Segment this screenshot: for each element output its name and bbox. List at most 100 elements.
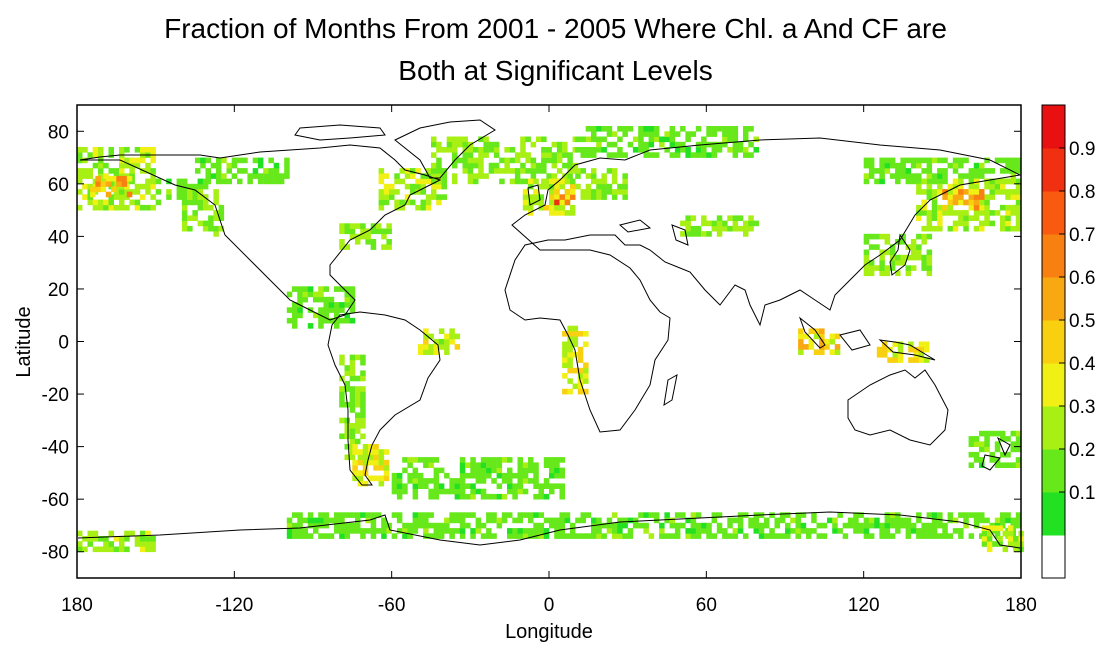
heatmap-cell [467, 157, 474, 164]
heatmap-cell [318, 296, 324, 303]
heatmap-cell [554, 483, 560, 489]
colorbar-segment [1042, 148, 1065, 192]
heatmap-cell [884, 270, 891, 277]
heatmap-cell [583, 373, 589, 379]
heatmap-cell [197, 199, 204, 206]
heatmap-cell [926, 512, 933, 518]
heatmap-cell [530, 157, 537, 164]
heatmap-cell [150, 536, 156, 542]
y-tick-label: -80 [42, 543, 69, 564]
heatmap-cell [436, 162, 442, 169]
heatmap-cell [528, 178, 534, 185]
heatmap-cell [349, 375, 356, 382]
heatmap-cell [339, 244, 345, 250]
heatmap-cell [423, 528, 429, 534]
heatmap-cell [90, 186, 96, 193]
heatmap-cell [900, 254, 906, 261]
heatmap-cell [231, 162, 238, 169]
heatmap-cell [926, 215, 933, 221]
heatmap-cell [216, 178, 222, 185]
heatmap-cell [627, 126, 634, 132]
heatmap-cell [292, 286, 298, 292]
heatmap-cell [520, 152, 526, 158]
heatmap-cell [522, 478, 529, 484]
heatmap-cell [129, 199, 135, 206]
heatmap-cell [1000, 183, 1006, 190]
heatmap-cell [100, 181, 107, 187]
heatmap-cell [979, 210, 985, 216]
heatmap-cell [884, 522, 891, 529]
heatmap-cell [145, 178, 151, 185]
heatmap-cell [727, 215, 733, 221]
heatmap-cell [221, 178, 227, 185]
heatmap-cell [344, 286, 350, 292]
heatmap-cell [798, 344, 804, 350]
coastline-greenland [394, 119, 496, 179]
heatmap-cell [737, 522, 744, 529]
heatmap-cell [910, 249, 917, 256]
heatmap-cell [423, 457, 429, 463]
heatmap-cell [559, 512, 565, 518]
heatmap-cell [942, 189, 948, 195]
heatmap-cell [441, 194, 447, 200]
heatmap-cell [664, 512, 670, 518]
heatmap-cell [119, 546, 125, 553]
heatmap-cell [963, 220, 969, 227]
heatmap-cell [559, 517, 565, 524]
heatmap-cell [412, 467, 419, 474]
heatmap-cell [444, 528, 450, 534]
heatmap-cell [549, 210, 555, 216]
heatmap-cell [425, 194, 432, 200]
heatmap-cell [1010, 441, 1016, 447]
heatmap-cell [349, 307, 356, 313]
heatmap-cell [383, 189, 390, 195]
heatmap-cell [87, 536, 93, 542]
heatmap-cell [349, 438, 356, 445]
heatmap-cell [302, 286, 308, 292]
heatmap-cell [459, 483, 466, 489]
heatmap-cell [355, 354, 361, 361]
heatmap-cell [824, 344, 830, 350]
heatmap-cell [528, 517, 534, 524]
heatmap-cell [344, 522, 350, 529]
heatmap-cell [575, 147, 581, 153]
heatmap-cell [968, 199, 975, 206]
heatmap-cell [415, 204, 421, 211]
heatmap-cell [302, 517, 308, 524]
heatmap-cell [984, 168, 990, 174]
heatmap-cell [538, 483, 544, 489]
heatmap-cell [344, 454, 350, 461]
heatmap-cell [441, 178, 447, 185]
heatmap-cell [349, 454, 356, 461]
heatmap-cell [942, 168, 948, 174]
heatmap-cell [564, 210, 571, 216]
heatmap-cell [87, 173, 93, 179]
heatmap-cell [488, 168, 495, 174]
heatmap-cell [674, 152, 681, 158]
heatmap-cell [462, 168, 468, 174]
heatmap-cell [459, 528, 466, 534]
heatmap-cell [520, 147, 526, 153]
heatmap-cell [433, 457, 440, 463]
heatmap-cell [313, 528, 319, 534]
heatmap-cell [931, 512, 938, 518]
heatmap-cell [937, 173, 943, 179]
heatmap-cell [375, 223, 382, 229]
heatmap-cell [339, 396, 345, 403]
heatmap-cell [383, 470, 390, 476]
heatmap-cell [979, 517, 985, 524]
heatmap-cell [139, 541, 146, 547]
heatmap-cell [195, 157, 201, 164]
heatmap-cell [465, 483, 471, 489]
heatmap-cell [664, 533, 670, 539]
heatmap-cell [77, 168, 83, 174]
heatmap-cell [879, 249, 885, 256]
heatmap-cell [986, 541, 993, 547]
heatmap-cell [124, 546, 130, 553]
heatmap-cell [242, 168, 248, 174]
x-tick-label: 180 [1005, 595, 1037, 616]
heatmap-cell [512, 533, 518, 539]
heatmap-cell [706, 220, 712, 227]
heatmap-cell [441, 147, 447, 153]
heatmap-cell [210, 162, 217, 169]
